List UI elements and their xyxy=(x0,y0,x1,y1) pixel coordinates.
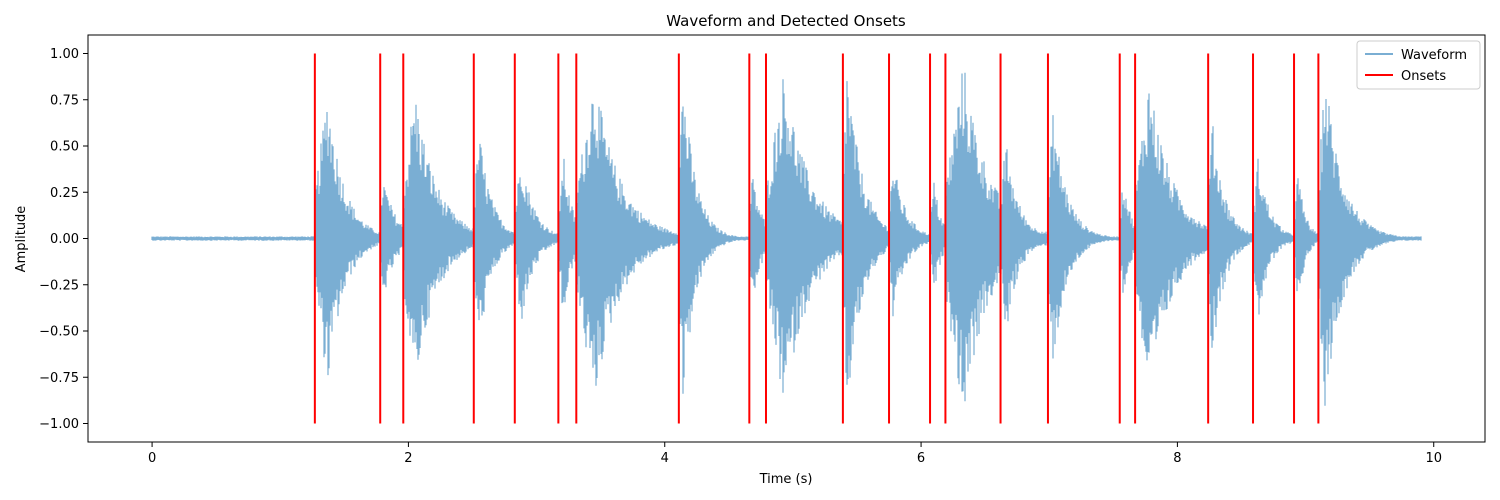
x-tick-label-3: 6 xyxy=(917,451,925,466)
x-axis-label: Time (s) xyxy=(759,472,813,487)
chart-title: Waveform and Detected Onsets xyxy=(666,12,906,30)
x-tick-label-5: 10 xyxy=(1425,451,1442,466)
y-tick-label-3: −0.25 xyxy=(39,278,79,293)
y-axis-label: Amplitude xyxy=(14,206,29,273)
y-tick-label-1: −0.75 xyxy=(39,371,79,386)
legend: Waveform Onsets xyxy=(1356,40,1481,90)
x-tick-label-2: 4 xyxy=(661,451,669,466)
legend-label-waveform: Waveform xyxy=(1401,48,1467,63)
y-tick-label-7: 0.75 xyxy=(50,93,79,108)
x-tick-label-0: 0 xyxy=(148,451,156,466)
y-tick-label-0: −1.00 xyxy=(39,417,79,432)
y-tick-label-5: 0.25 xyxy=(50,186,79,201)
x-tick-label-4: 8 xyxy=(1173,451,1181,466)
y-tick-label-8: 1.00 xyxy=(50,47,79,62)
onset-layer xyxy=(313,53,1320,424)
x-axis: 0 2 4 6 8 10 xyxy=(148,442,1442,466)
y-tick-label-6: 0.50 xyxy=(50,140,79,155)
x-tick-label-1: 2 xyxy=(404,451,412,466)
y-tick-label-4: 0.00 xyxy=(50,232,79,247)
legend-label-onsets: Onsets xyxy=(1401,69,1446,84)
waveform-layer xyxy=(151,72,1422,406)
y-tick-label-2: −0.50 xyxy=(39,325,79,340)
y-axis: −1.00 −0.75 −0.50 −0.25 0.00 0.25 0.50 0.75 1.00 xyxy=(39,47,88,432)
waveform-series xyxy=(151,72,1422,406)
